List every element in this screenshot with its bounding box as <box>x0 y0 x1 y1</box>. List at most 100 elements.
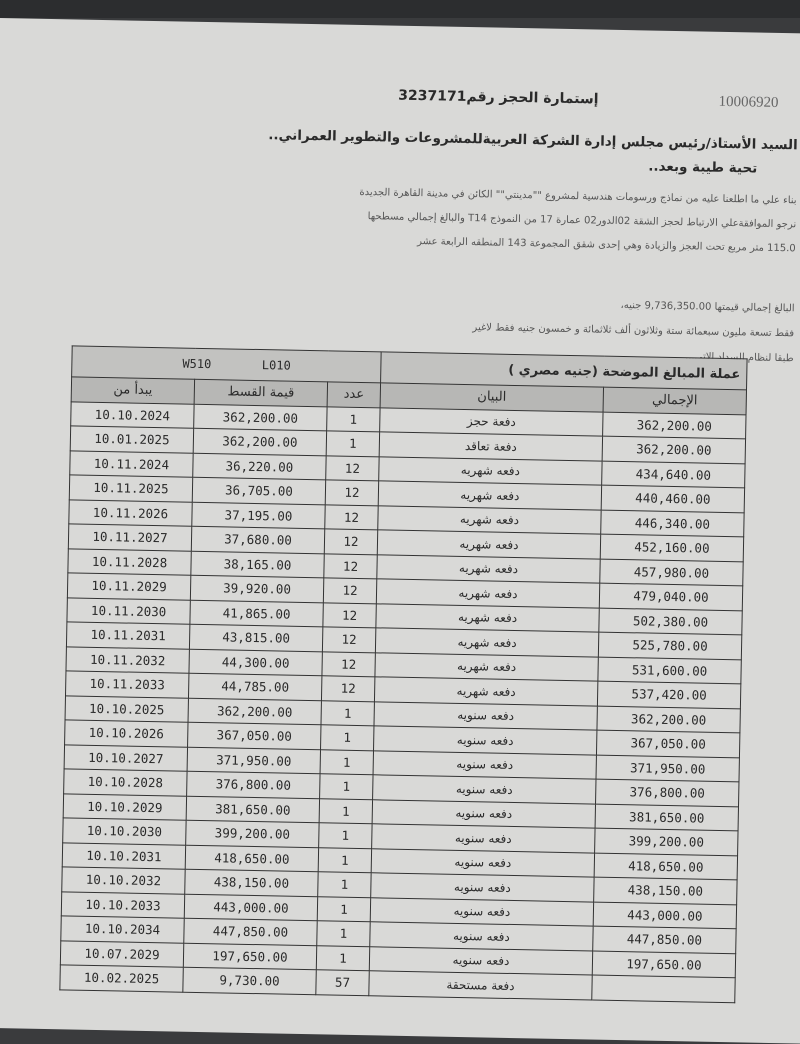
reservation-form-page: 10006920 إستمارة الحجز رقم3237171 السيد … <box>0 18 800 1044</box>
cell-date: 10.10.2029 <box>63 793 187 821</box>
cell-date: 10.07.2029 <box>60 940 184 968</box>
header-date: يبدأ من <box>71 376 195 404</box>
cell-count: 12 <box>321 675 375 702</box>
cell-total: 452,160.00 <box>600 534 744 562</box>
cell-total: 446,340.00 <box>600 509 745 537</box>
cell-date: 10.11.2028 <box>67 548 192 576</box>
cell-count: 12 <box>324 504 379 530</box>
cell-count: 12 <box>322 602 377 628</box>
cell-total: 537,420.00 <box>597 681 741 709</box>
cell-amount: 44,785.00 <box>188 673 322 701</box>
cell-total: 531,600.00 <box>597 656 742 684</box>
photo-background <box>0 0 800 18</box>
cell-total: 440,460.00 <box>601 485 745 513</box>
cell-total: 447,850.00 <box>592 926 737 954</box>
cell-total: 438,150.00 <box>593 877 738 905</box>
cell-total: 362,200.00 <box>596 705 741 733</box>
cell-date: 10.01.2025 <box>70 425 194 453</box>
cell-total: 525,780.00 <box>598 632 742 660</box>
cell-date: 10.10.2033 <box>61 891 185 919</box>
cell-date: 10.11.2026 <box>68 499 193 527</box>
cell-date: 10.02.2025 <box>59 964 184 992</box>
body-line-2: نرجو الموافقةعلي الارتباط لحجز الشقة 02ا… <box>367 211 797 231</box>
cell-date: 10.10.2034 <box>60 915 185 943</box>
cell-total: 381,650.00 <box>595 803 739 831</box>
cell-amount: 37,195.00 <box>191 501 326 529</box>
cell-amount: 447,850.00 <box>183 918 318 946</box>
cell-date: 10.10.2030 <box>62 817 187 845</box>
cell-total: 502,380.00 <box>598 607 743 635</box>
cell-amount: 37,680.00 <box>191 526 325 554</box>
cell-amount: 371,950.00 <box>187 746 321 774</box>
code-2: L010 <box>261 358 291 373</box>
cell-count: 57 <box>315 969 370 996</box>
cell-amount: 362,200.00 <box>193 403 328 431</box>
cell-date: 10.11.2025 <box>69 474 193 502</box>
reference-number: 10006920 <box>718 93 779 111</box>
cell-amount: 38,165.00 <box>190 550 325 578</box>
cell-total: 367,050.00 <box>596 730 740 758</box>
cell-date: 10.11.2031 <box>66 621 190 649</box>
body-line-1: بناء علي ما اطلعنا عليه من نماذج ورسومات… <box>359 186 797 207</box>
payment-schedule-table: W510 L010 عملة المبالغ الموضحة (جنيه مصر… <box>59 345 748 1003</box>
cell-count: 1 <box>316 945 370 971</box>
cell-count: 1 <box>320 724 374 751</box>
form-title: إستمارة الحجز رقم3237171 <box>398 87 599 108</box>
cell-date: 10.10.2027 <box>64 744 188 772</box>
cell-amount: 443,000.00 <box>184 893 318 921</box>
cell-count: 1 <box>320 749 374 775</box>
cell-count: 1 <box>320 700 375 726</box>
cell-total: 371,950.00 <box>595 754 740 782</box>
cell-amount: 43,815.00 <box>189 624 323 652</box>
cell-total: 457,980.00 <box>599 558 744 586</box>
cell-count: 1 <box>317 896 371 922</box>
cell-count: 12 <box>323 553 378 579</box>
cell-total: 418,650.00 <box>594 852 738 880</box>
cell-count: 1 <box>316 920 371 947</box>
cell-count: 12 <box>321 651 376 677</box>
cell-amount: 44,300.00 <box>188 648 323 676</box>
cell-date: 10.11.2024 <box>69 450 194 478</box>
cell-amount: 362,200.00 <box>193 428 327 456</box>
cell-amount: 362,200.00 <box>188 697 322 725</box>
addressee: السيد الأستاذ/رئيس مجلس إدارة الشركة الع… <box>268 127 798 154</box>
cell-total: 362,200.00 <box>602 436 746 464</box>
cell-date: 10.10.2031 <box>62 842 186 870</box>
total-in-words: فقط تسعة مليون سبعمائة ستة وثلاثون ألف ث… <box>472 322 795 340</box>
cell-amount: 418,650.00 <box>185 844 319 872</box>
cell-count: 12 <box>323 577 377 604</box>
cell-amount: 376,800.00 <box>186 771 321 799</box>
greeting: تحية طيبة وبعد.. <box>648 158 758 177</box>
total-amount-line: البالغ إجمالي قيمتها 9,736,350.00 جنيه، <box>620 299 795 315</box>
cell-total <box>591 975 736 1003</box>
header-total: الإجمالي <box>603 387 747 415</box>
header-amount: قيمة القسط <box>194 379 328 407</box>
cell-date: 10.11.2032 <box>65 646 190 674</box>
cell-date: 10.10.2024 <box>70 401 195 429</box>
code-1: W510 <box>182 356 212 372</box>
cell-count: 1 <box>318 822 373 849</box>
cell-date: 10.10.2028 <box>63 768 188 796</box>
cell-total: 376,800.00 <box>595 779 739 807</box>
cell-total: 197,650.00 <box>592 950 736 978</box>
cell-count: 12 <box>322 626 376 653</box>
cell-amount: 381,650.00 <box>186 795 320 823</box>
cell-total: 479,040.00 <box>599 583 743 611</box>
cell-total: 362,200.00 <box>602 411 747 439</box>
cell-total: 399,200.00 <box>594 828 739 856</box>
cell-count: 12 <box>325 479 379 506</box>
cell-amount: 36,705.00 <box>192 477 326 505</box>
cell-count: 1 <box>326 406 381 432</box>
cell-count: 12 <box>324 528 378 555</box>
cell-count: 12 <box>325 455 380 481</box>
cell-date: 10.11.2027 <box>68 523 192 551</box>
cell-date: 10.11.2029 <box>67 572 191 600</box>
cell-amount: 41,865.00 <box>189 599 324 627</box>
cell-amount: 438,150.00 <box>184 869 319 897</box>
cell-desc: دفعة مستحقة <box>368 970 593 1000</box>
cell-count: 1 <box>319 798 373 824</box>
cell-amount: 9,730.00 <box>182 967 317 995</box>
body-line-3: 115.0 متر مربع تحت العجز والزيادة وهي إح… <box>417 236 796 255</box>
cell-date: 10.10.2026 <box>64 719 189 747</box>
cell-count: 1 <box>317 871 372 898</box>
